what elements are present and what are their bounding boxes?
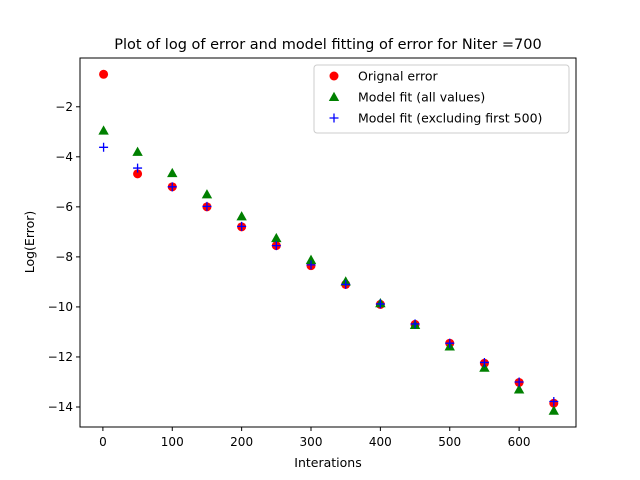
data-point: [479, 362, 490, 372]
legend-label: Model fit (all values): [358, 90, 485, 105]
y-tick-label: −8: [55, 250, 73, 264]
data-point: [236, 211, 247, 221]
legend-box: [313, 64, 570, 134]
data-point: [549, 396, 559, 406]
data-point: [513, 384, 525, 394]
y-tick-label: −14: [48, 400, 73, 414]
data-point: [202, 201, 212, 211]
data-point: [99, 142, 109, 152]
data-point: [99, 69, 109, 79]
data-point: [132, 146, 143, 156]
x-tick-label: 100: [161, 435, 184, 449]
data-point: [237, 221, 247, 231]
legend-marker: [329, 113, 339, 123]
data-point: [514, 377, 524, 387]
data-point: [167, 182, 177, 192]
data-point: [548, 405, 560, 415]
x-axis-label: Interations: [294, 455, 361, 470]
data-point: [133, 163, 143, 173]
legend-marker: [328, 91, 340, 102]
x-tick-label: 500: [438, 435, 461, 449]
x-tick-label: 0: [99, 435, 107, 449]
data-point: [375, 299, 385, 309]
legend: Orignal error Model fit (all values) Model…: [313, 64, 570, 134]
series-3: [99, 142, 559, 406]
axes-frame: [79, 57, 577, 428]
data-point: [341, 279, 351, 289]
x-tick-label: 200: [230, 435, 253, 449]
y-axis: −14 −12 −10 −8 −6 −4 −2: [48, 100, 80, 414]
legend-label: Orignal error: [358, 69, 439, 84]
data-point: [410, 319, 420, 329]
data-point: [305, 254, 317, 264]
y-tick-label: −10: [48, 300, 73, 314]
y-axis-label: Log(Error): [22, 211, 37, 274]
data-point: [271, 241, 281, 251]
plot-area: [98, 69, 560, 415]
legend-marker: [329, 71, 339, 81]
data-point: [271, 232, 282, 243]
legend-label: Model fit (excluding first 500): [358, 111, 542, 126]
x-tick-label: 600: [508, 435, 531, 449]
data-point: [479, 357, 489, 367]
x-axis: 0 100 200 300 400 500 600: [99, 427, 531, 449]
chart-title: Plot of log of error and model fitting o…: [114, 37, 541, 53]
data-point: [133, 169, 143, 179]
y-tick-label: −4: [55, 150, 73, 164]
data-point: [306, 260, 316, 270]
data-point: [98, 125, 109, 135]
data-point: [445, 338, 455, 348]
y-tick-label: −6: [55, 200, 73, 214]
x-tick-label: 300: [300, 435, 323, 449]
data-point: [167, 167, 178, 178]
data-point: [201, 189, 213, 199]
y-tick-label: −2: [55, 100, 73, 114]
y-tick-label: −12: [48, 350, 73, 364]
x-tick-label: 400: [369, 435, 392, 449]
